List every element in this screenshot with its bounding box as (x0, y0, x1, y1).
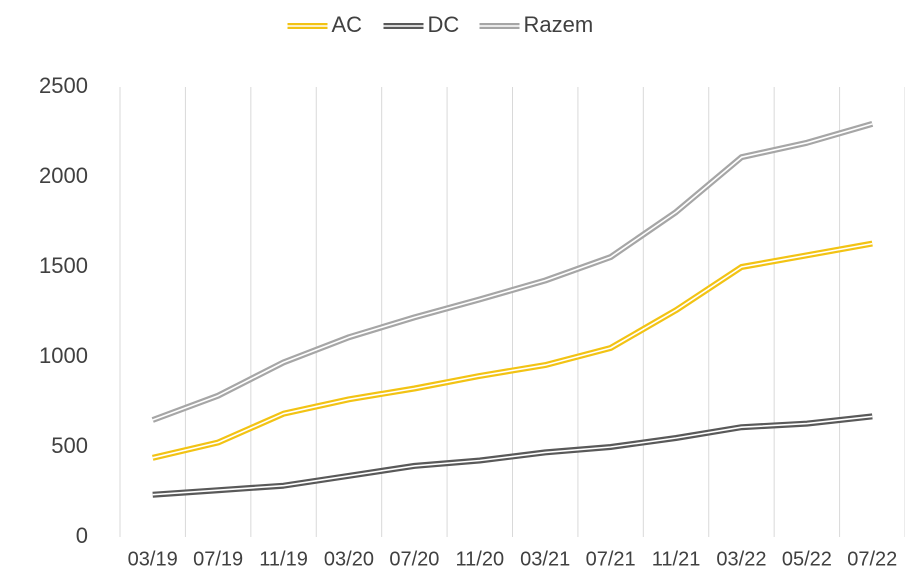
x-tick-label: 07/21 (586, 548, 636, 570)
y-tick-label: 1000 (39, 343, 88, 368)
y-tick-label: 0 (76, 523, 88, 548)
y-tick-label: 2000 (39, 163, 88, 188)
series-line-inner (152, 415, 873, 496)
legend-label: Razem (524, 12, 594, 37)
series-line-inner (152, 242, 873, 459)
y-tick-label: 500 (51, 433, 88, 458)
legend-label: AC (332, 12, 363, 37)
y-tick-label: 2500 (39, 73, 88, 98)
x-tick-label: 05/22 (782, 548, 832, 570)
series-line-inner (152, 123, 873, 421)
y-tick-label: 1500 (39, 253, 88, 278)
x-tick-label: 07/20 (389, 548, 439, 570)
x-tick-label: 11/20 (456, 548, 505, 570)
x-tick-label: 11/19 (259, 548, 308, 570)
x-tick-label: 07/19 (193, 548, 243, 570)
x-tick-label: 11/21 (652, 548, 701, 570)
x-tick-label: 03/20 (324, 548, 374, 570)
x-tick-label: 03/22 (716, 548, 766, 570)
x-tick-label: 03/21 (520, 548, 570, 570)
legend-label: DC (428, 12, 460, 37)
x-tick-label: 07/22 (847, 548, 897, 570)
x-tick-label: 03/19 (128, 548, 178, 570)
